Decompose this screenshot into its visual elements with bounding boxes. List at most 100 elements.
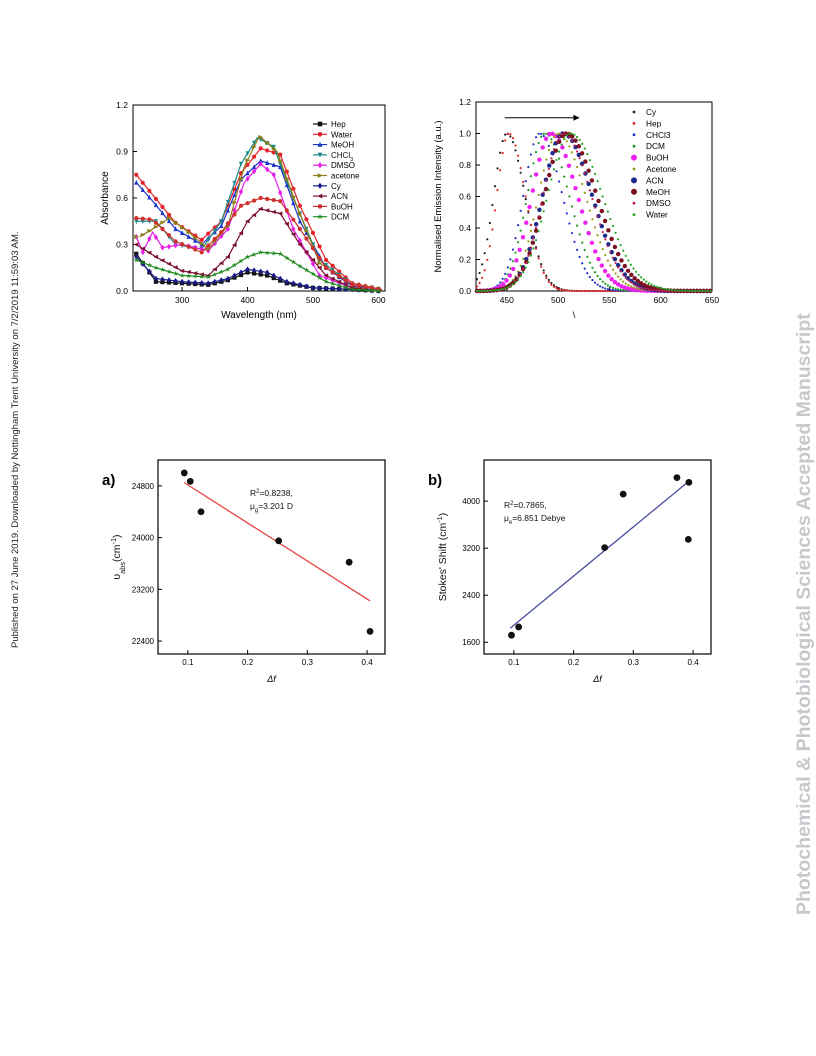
data-point: [516, 278, 520, 281]
data-point: [583, 147, 586, 150]
data-point: [532, 143, 535, 146]
data-point: [540, 265, 543, 268]
data-point: [542, 269, 545, 272]
data-point: [542, 134, 545, 138]
data-point: [356, 283, 361, 288]
data-point: [483, 289, 486, 292]
dipole-annotation: μe=6.851 Debye: [504, 513, 566, 526]
data-point: [330, 269, 335, 275]
data-point: [583, 159, 588, 164]
data-point: [140, 216, 145, 221]
data-point: [599, 285, 602, 288]
data-point: [153, 279, 159, 284]
data-point: [516, 241, 520, 244]
legend-label: Hep: [646, 118, 662, 128]
data-point: [245, 175, 250, 182]
data-point: [140, 187, 145, 193]
data-point: [179, 242, 185, 247]
data-point: [251, 140, 257, 146]
data-point: [629, 272, 634, 278]
data-point: [524, 220, 529, 225]
data-point: [642, 287, 645, 290]
data-point: [488, 221, 491, 225]
data-point: [245, 151, 250, 157]
data-point: [609, 251, 612, 254]
data-point: [593, 188, 598, 193]
data-point: [275, 537, 283, 545]
y-axis-label: Absorbance: [100, 171, 111, 225]
legend-item-acetone: Acetone: [632, 164, 677, 174]
data-point: [568, 132, 571, 135]
data-point: [310, 246, 316, 251]
data-point: [219, 230, 224, 235]
data-point: [558, 135, 561, 138]
data-point: [509, 267, 512, 270]
legend-label: DMSO: [331, 161, 355, 170]
data-point: [532, 247, 535, 250]
data-point: [558, 157, 561, 160]
data-point: [284, 278, 289, 285]
data-point: [271, 171, 276, 178]
journal-watermark: Photochemical & Photobiological Sciences…: [778, 140, 816, 940]
data-point: [652, 284, 656, 287]
data-point: [624, 282, 627, 285]
data-point: [496, 288, 499, 292]
data-point: [231, 242, 237, 248]
data-point: [696, 289, 699, 293]
data-point: [193, 279, 198, 286]
data-point: [251, 164, 257, 170]
download-watermark: Published on 27 June 2019. Downloaded by…: [4, 188, 24, 648]
data-point: [251, 212, 257, 218]
x-tick-label: 0.3: [628, 658, 640, 667]
data-point: [619, 270, 622, 273]
data-point: [504, 272, 507, 275]
data-point: [337, 286, 342, 292]
data-point: [570, 231, 574, 235]
y-tick-label: 4000: [462, 497, 480, 506]
data-point: [134, 234, 139, 239]
data-point: [265, 273, 270, 278]
data-point: [310, 257, 316, 263]
data-point: [645, 287, 648, 291]
data-point: [579, 151, 585, 156]
data-point: [581, 241, 584, 244]
data-point: [501, 287, 504, 291]
data-point: [596, 198, 601, 204]
data-point: [627, 283, 630, 287]
data-point: [329, 276, 335, 281]
data-point: [265, 166, 270, 173]
r-squared-annotation: R2=0.7865,: [504, 500, 547, 510]
data-point: [179, 278, 185, 285]
data-point: [550, 150, 555, 156]
data-point: [173, 239, 178, 244]
data-point: [593, 289, 597, 293]
data-point: [493, 289, 497, 292]
data-point: [493, 185, 497, 188]
data-point: [153, 234, 159, 241]
data-point: [545, 274, 548, 277]
x-tick-label: 0.4: [688, 658, 700, 667]
legend-item-meoh: MeOH: [631, 187, 670, 197]
data-point: [540, 181, 543, 184]
data-point: [573, 215, 576, 218]
data-point: [676, 289, 679, 292]
data-point: [611, 224, 615, 228]
data-point: [134, 216, 139, 221]
data-point: [185, 272, 192, 279]
data-point: [134, 254, 139, 260]
legend-item-water: Water: [632, 210, 668, 220]
data-point: [245, 266, 250, 273]
data-point: [614, 261, 617, 264]
data-point: [575, 150, 579, 153]
plot-frame: [157, 459, 386, 655]
data-point: [499, 288, 502, 291]
data-point: [218, 261, 224, 266]
data-point: [542, 271, 545, 275]
data-point: [663, 289, 666, 292]
data-point: [160, 204, 165, 209]
data-point: [609, 264, 612, 267]
data-point: [578, 156, 581, 160]
legend-label: BuOH: [646, 153, 669, 163]
data-point: [527, 188, 530, 192]
data-point: [303, 250, 309, 255]
